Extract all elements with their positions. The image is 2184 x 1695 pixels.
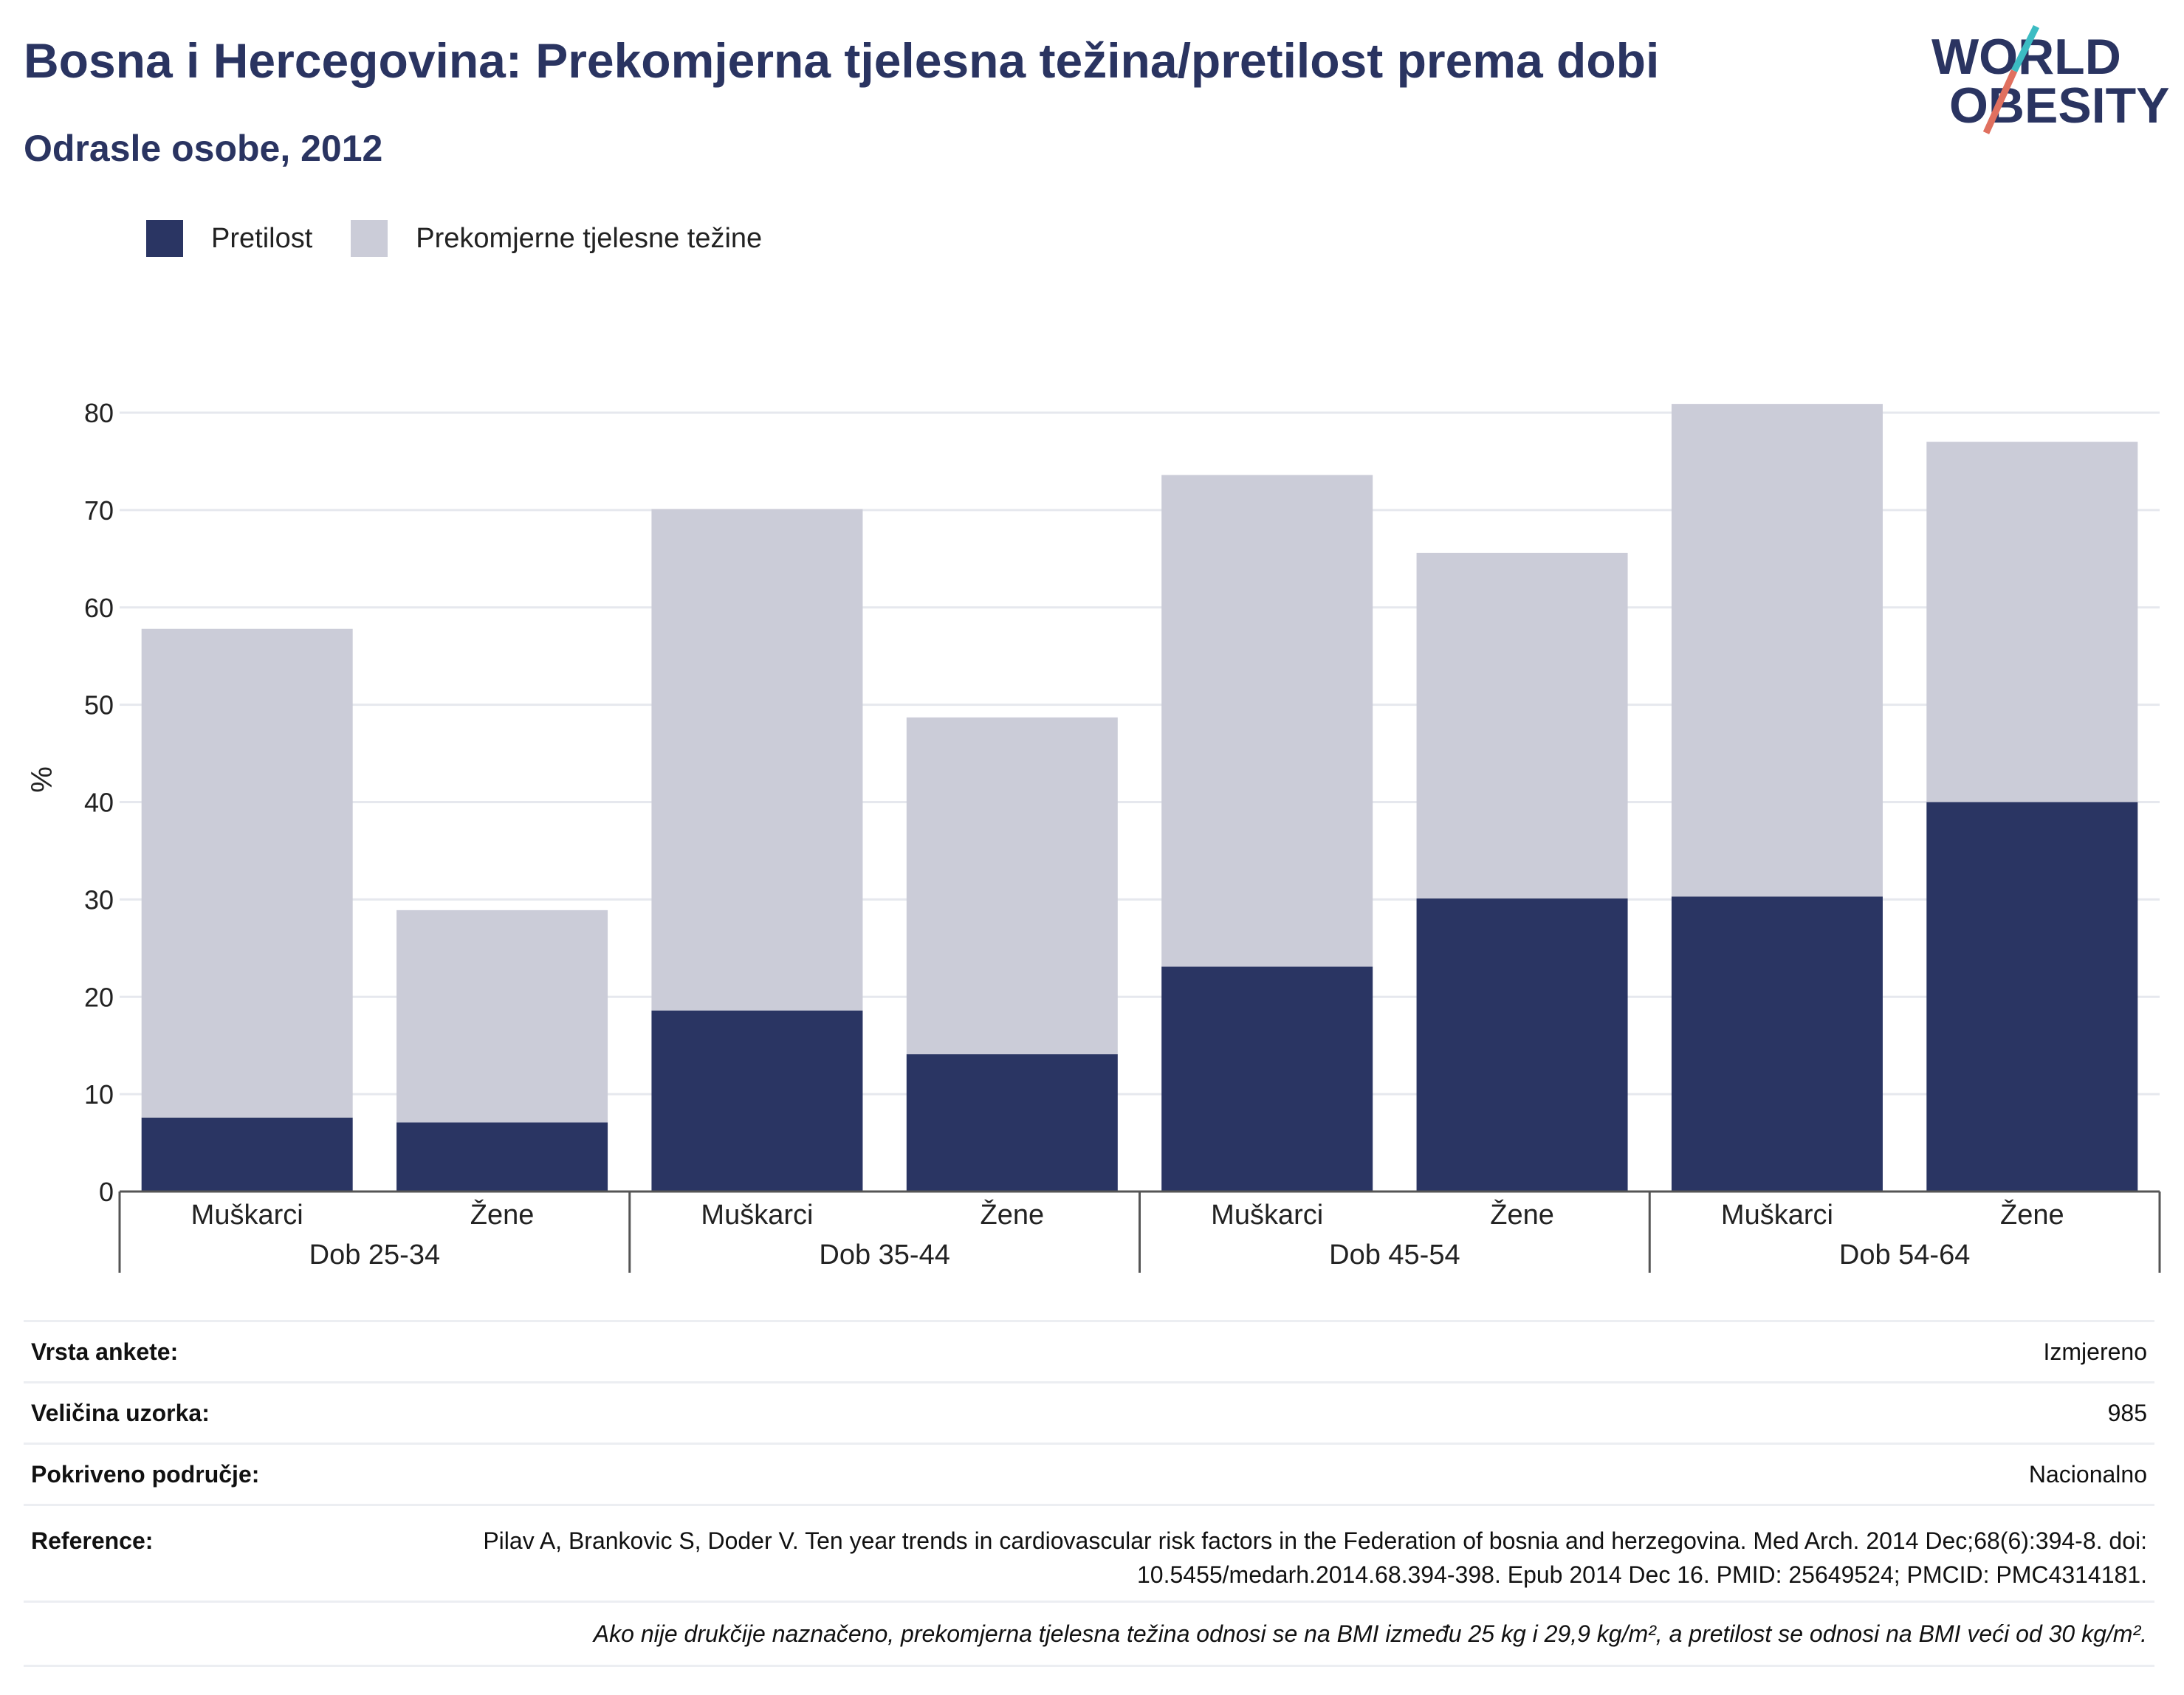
chart-legend: Pretilost Prekomjerne tjelesne težine [146, 219, 800, 258]
bar-overweight [1416, 552, 1628, 899]
bar-obesity [1926, 802, 2138, 1192]
bar-overweight [651, 509, 863, 1011]
page-subtitle: Odrasle osobe, 2012 [24, 128, 383, 169]
bar-obesity [906, 1054, 1118, 1192]
bar-obesity [396, 1122, 608, 1192]
meta-key: Vrsta ankete: [31, 1338, 179, 1365]
bar-overweight [1671, 404, 1883, 897]
y-tick-label: 40 [84, 788, 114, 818]
x-subcategory-label: Žene [981, 1199, 1045, 1231]
stacked-bar-chart: 0 10 20 30 40 50 60 70 80% Muškarci Žene Muškarci Že… [26, 398, 2161, 1273]
y-axis-label: % [26, 766, 58, 793]
bar-overweight [1926, 441, 2138, 802]
survey-metadata: Vrsta ankete: Izmjereno Veličina uzorka:… [24, 1320, 2154, 1667]
meta-reference-text: Pilav A, Brankovic S, Doder V. Ten year … [483, 1527, 2147, 1588]
page-title: Bosna i Hercegovina: Prekomjerna tjelesn… [24, 33, 1660, 88]
meta-row-sample-size: Veličina uzorka: 985 [24, 1381, 2154, 1443]
y-tick-label: 50 [84, 690, 114, 721]
legend-swatch-overweight [351, 220, 388, 257]
x-subcategory-label: Muškarci [1721, 1200, 1833, 1231]
x-subcategory-label: Muškarci [1211, 1200, 1323, 1231]
meta-key: Veličina uzorka: [31, 1399, 210, 1426]
x-subcategory-label: Žene [1490, 1199, 1554, 1231]
logo-line1: WORLD [1931, 29, 2121, 85]
x-subcategory-label: Žene [2000, 1199, 2064, 1231]
y-tick-label: 30 [84, 884, 114, 915]
bar-obesity [1416, 898, 1628, 1192]
bar-obesity [1671, 896, 1883, 1192]
bar-overweight [906, 717, 1118, 1055]
bar-obesity [651, 1010, 863, 1192]
y-tick-label: 60 [84, 593, 114, 623]
y-tick-label: 80 [84, 398, 114, 428]
legend-swatch-obesity [146, 220, 183, 257]
x-group-label: Dob 35-44 [819, 1240, 950, 1271]
x-subcategory-label: Muškarci [191, 1200, 303, 1231]
world-obesity-logo: WORLD OBESITY [1931, 24, 2170, 134]
x-group-label: Dob 54-64 [1839, 1240, 1970, 1271]
meta-value: 985 [2107, 1399, 2147, 1426]
logo-slash-coral [1982, 69, 2018, 134]
y-tick-label: 70 [84, 495, 114, 526]
meta-footnote: Ako nije drukčije naznačeno, prekomjerna… [24, 1601, 2154, 1667]
x-group-label: Dob 25-34 [309, 1240, 440, 1271]
meta-key: Reference: [31, 1527, 154, 1554]
bar-overweight [396, 910, 608, 1123]
meta-value: Nacionalno [2028, 1460, 2147, 1488]
bar-overweight [1161, 475, 1373, 967]
meta-key: Pokriveno područje: [31, 1460, 260, 1488]
logo-line2: OBESITY [1949, 78, 2170, 134]
bar-obesity [141, 1117, 353, 1192]
bar-obesity [1161, 966, 1373, 1192]
y-tick-label: 0 [99, 1177, 114, 1207]
legend-label-obesity: Pretilost [211, 222, 313, 254]
x-subcategory-label: Žene [470, 1199, 535, 1231]
meta-value: Izmjereno [2043, 1338, 2148, 1365]
meta-row-coverage: Pokriveno područje: Nacionalno [24, 1443, 2154, 1504]
footnote-text: Ako nije drukčije naznačeno, prekomjerna… [593, 1620, 2147, 1647]
y-tick-label: 10 [84, 1079, 114, 1110]
x-group-label: Dob 45-54 [1329, 1240, 1460, 1271]
bar-overweight [141, 628, 353, 1118]
logo-slash-teal [2010, 24, 2040, 73]
meta-row-reference: Reference: Pilav A, Brankovic S, Doder V… [24, 1504, 2154, 1601]
meta-row-survey-type: Vrsta ankete: Izmjereno [24, 1320, 2154, 1381]
legend-label-overweight: Prekomjerne tjelesne težine [416, 222, 763, 254]
x-subcategory-label: Muškarci [701, 1200, 813, 1231]
y-tick-label: 20 [84, 982, 114, 1012]
